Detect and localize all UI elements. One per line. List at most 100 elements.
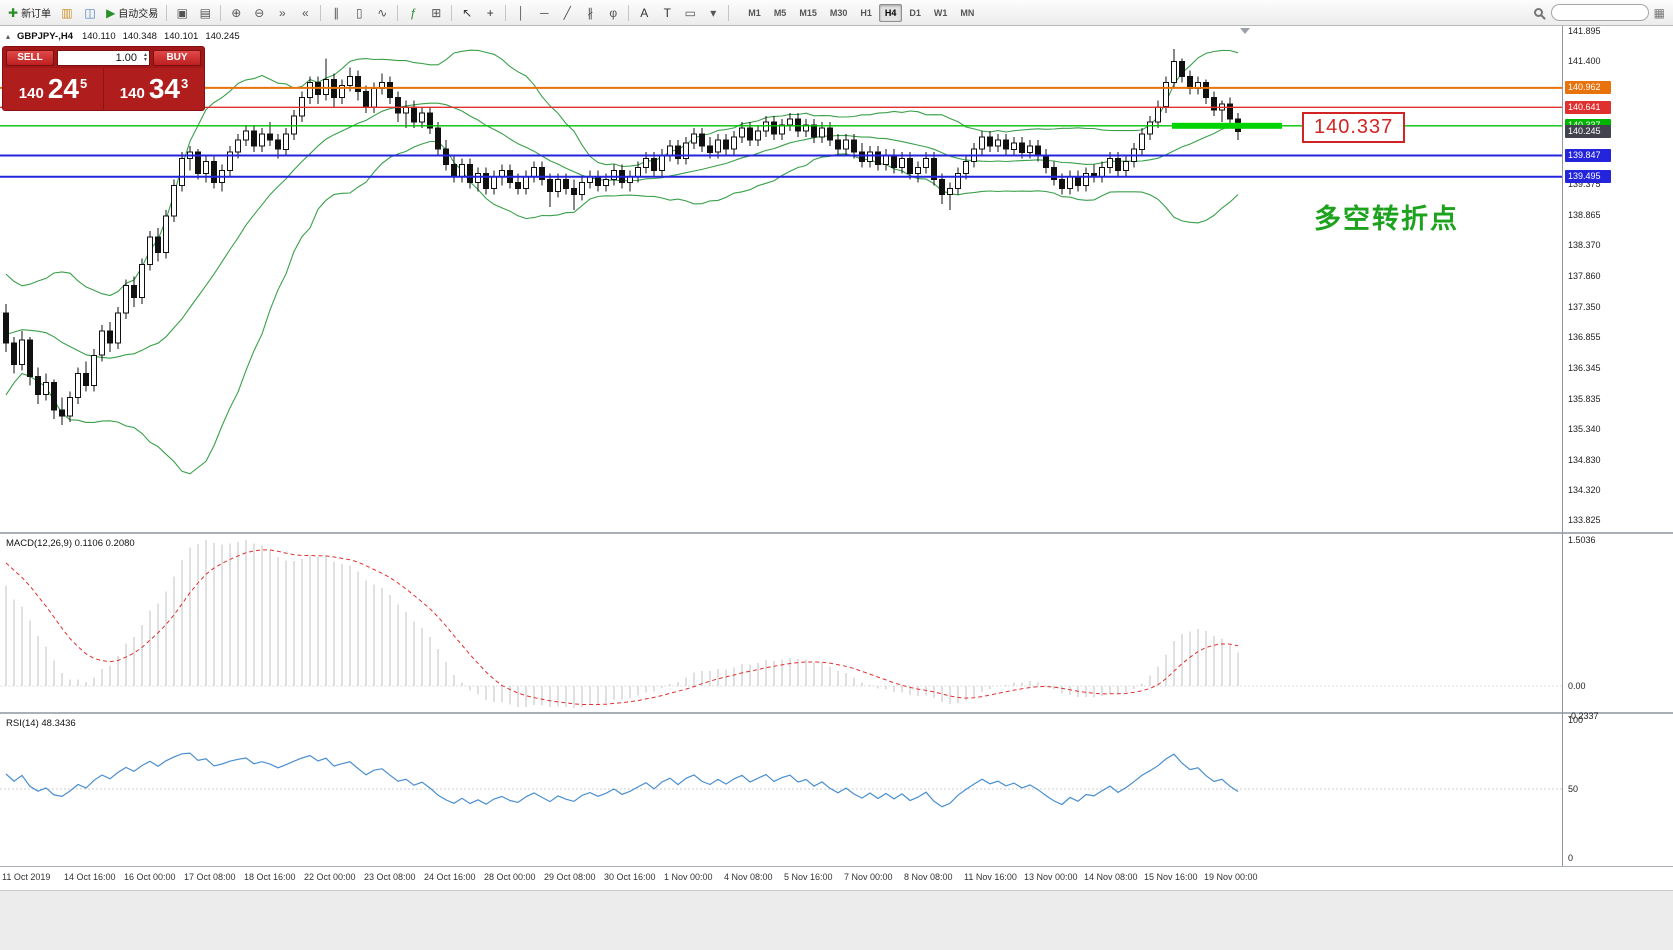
candle: [955, 173, 961, 190]
fibonacci-button[interactable]: φ: [602, 3, 624, 23]
time-label: 17 Oct 08:00: [184, 872, 236, 882]
time-label: 11 Oct 2019: [2, 872, 51, 882]
time-label: 30 Oct 16:00: [604, 872, 656, 882]
buy-price-display[interactable]: 140 34 3: [119, 73, 189, 104]
timeframe-m30[interactable]: M30: [829, 7, 848, 18]
candle: [475, 173, 481, 184]
candle: [123, 285, 129, 314]
timeframe-m15[interactable]: M15: [799, 7, 817, 18]
new-chart-button[interactable]: ▤: [194, 3, 216, 23]
sell-button[interactable]: SELL: [6, 49, 54, 66]
indicators-icon: ƒ: [409, 5, 417, 20]
highlight-trend-segment[interactable]: [1172, 122, 1282, 129]
autotrading-button[interactable]: ▶ 自动交易: [102, 3, 162, 23]
candle: [963, 160, 969, 174]
cursor-button[interactable]: ↖: [456, 3, 478, 23]
candle: [1187, 76, 1193, 90]
spin-up-icon[interactable]: ▲: [143, 51, 148, 58]
candle: [3, 312, 9, 344]
candle: [1011, 142, 1017, 150]
chart-expand-icon[interactable]: ▴: [6, 32, 11, 41]
volume-spinner[interactable]: ▲ ▼: [143, 51, 148, 65]
candle: [1075, 176, 1081, 187]
line-chart-mode-button[interactable]: ∿: [371, 3, 393, 23]
time-label: 29 Oct 08:00: [544, 872, 596, 882]
candle: [107, 330, 113, 344]
timeframe-mn[interactable]: MN: [960, 7, 975, 18]
time-label: 24 Oct 16:00: [424, 872, 476, 882]
candle: [1035, 145, 1041, 156]
new-order-button[interactable]: ✚ 新订单: [4, 3, 55, 23]
rsi-label: RSI(14) 48.3436: [6, 718, 76, 729]
trendline-icon: ╱: [563, 5, 571, 20]
time-axis[interactable]: 11 Oct 2019 14 Oct 16:00 16 Oct 00:00 17 Oc…: [0, 866, 1673, 890]
trendline-button[interactable]: ╱: [556, 3, 578, 23]
timeframe-w1[interactable]: W1: [933, 7, 948, 18]
price-tag-140.641: 140.641: [1565, 100, 1611, 114]
tile-windows-button[interactable]: ▣: [171, 3, 193, 23]
time-label: 8 Nov 08:00: [904, 872, 953, 882]
candlestick-mode-button[interactable]: ▯: [348, 3, 370, 23]
candle: [731, 136, 737, 150]
chart-window-button[interactable]: ▥: [56, 3, 78, 23]
indicators-button[interactable]: ƒ: [402, 3, 424, 23]
panel-splitter[interactable]: [0, 532, 1673, 534]
bar-chart-mode-button[interactable]: ∥: [325, 3, 347, 23]
candle: [27, 339, 33, 378]
shapes-button[interactable]: ▭: [679, 3, 701, 23]
candle: [947, 188, 953, 196]
grid-button[interactable]: ⊞: [425, 3, 447, 23]
time-label: 19 Nov 00:00: [1204, 872, 1258, 882]
timeframe-h1[interactable]: H1: [860, 7, 872, 18]
spin-down-icon[interactable]: ▼: [143, 56, 148, 63]
text-button[interactable]: A: [633, 3, 655, 23]
candle: [739, 127, 745, 138]
annotation-text[interactable]: 多空转折点: [1314, 204, 1459, 234]
candle: [419, 112, 425, 123]
macd-label: MACD(12,26,9) 0.1106 0.2080: [6, 538, 135, 549]
channel-button[interactable]: ∦: [579, 3, 601, 23]
price-tick: 134.320: [1568, 485, 1601, 496]
boll-lower-band: [5, 140, 1239, 475]
horizontal-line-button[interactable]: ─: [533, 3, 555, 23]
rsi-panel[interactable]: [0, 714, 1562, 866]
candle: [427, 112, 433, 129]
price-axis-background: [1562, 26, 1673, 866]
text-label-button[interactable]: T: [656, 3, 678, 23]
chart-shift-button[interactable]: «: [294, 3, 316, 23]
panel-splitter[interactable]: [0, 712, 1673, 714]
candle: [1099, 166, 1105, 177]
ohlc-close: 140.245: [205, 31, 240, 42]
toolbar-separator: [397, 4, 399, 21]
timeframe-m5[interactable]: M5: [773, 7, 787, 18]
vertical-line-button[interactable]: │: [510, 3, 532, 23]
timeframe-m1[interactable]: M1: [748, 7, 761, 18]
community-icon[interactable]: ▦: [1653, 5, 1665, 20]
main-chart-panel[interactable]: [0, 26, 1562, 532]
candle: [651, 157, 657, 171]
crosshair-button[interactable]: +: [479, 3, 501, 23]
toolbar-search-input[interactable]: [1550, 4, 1649, 21]
price-callout[interactable]: 140.337: [1302, 112, 1406, 143]
volume-input[interactable]: 1.00 ▲ ▼: [57, 49, 150, 66]
sell-price-display[interactable]: 140 24 5: [3, 68, 104, 110]
arrow-dropdown-button[interactable]: ▾: [702, 3, 724, 23]
timeframe-h4[interactable]: H4: [878, 3, 903, 22]
price-axis[interactable]: 141.895 141.400 139.375 138.865 138.370 137.8…: [1563, 26, 1673, 866]
rsi-line: [5, 752, 1239, 808]
candle: [1067, 176, 1073, 190]
candle: [547, 179, 553, 193]
new-order-icon: ✚: [8, 5, 19, 20]
timeframe-d1[interactable]: D1: [909, 7, 921, 18]
chart-shift-marker[interactable]: [1240, 28, 1250, 34]
zoom-out-button[interactable]: ⊖: [248, 3, 270, 23]
candle: [235, 139, 241, 153]
buy-button[interactable]: BUY: [153, 49, 201, 66]
profiles-button[interactable]: ◫: [79, 3, 101, 23]
zoom-in-button[interactable]: ⊕: [225, 3, 247, 23]
zoom-in-icon: ⊕: [231, 5, 242, 20]
macd-panel[interactable]: [0, 534, 1562, 712]
auto-scroll-button[interactable]: »: [271, 3, 293, 23]
search-icon: [1533, 8, 1543, 17]
